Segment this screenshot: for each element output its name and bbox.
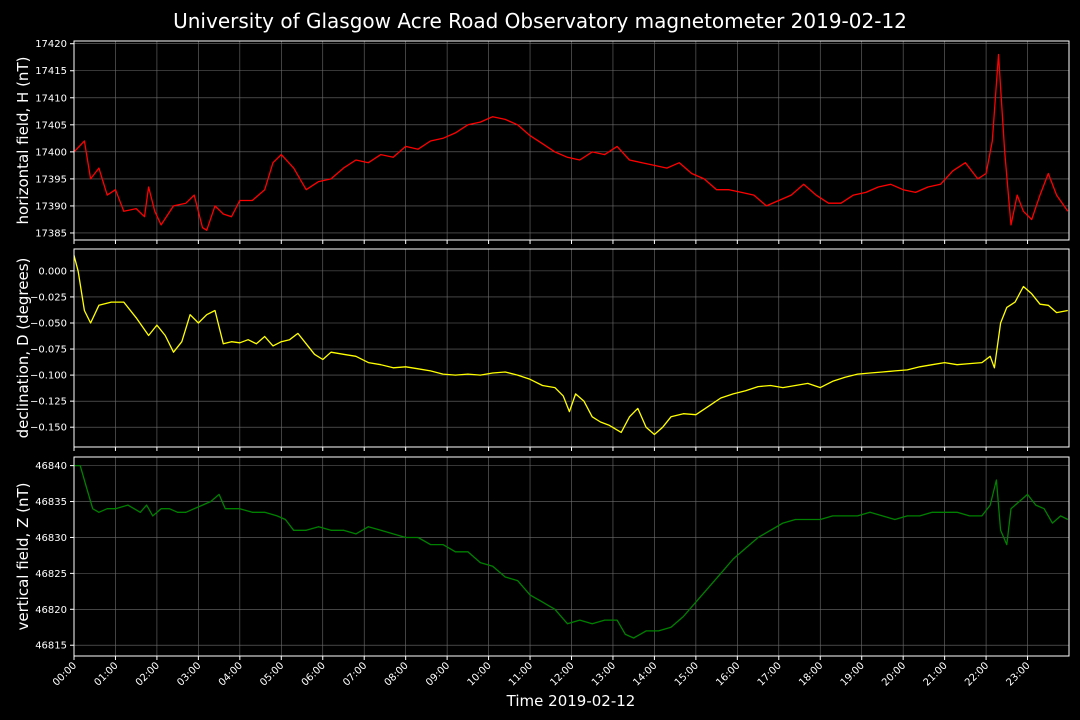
y-tick-label: 17405 bbox=[35, 120, 67, 131]
y-tick-label: 17410 bbox=[35, 93, 67, 104]
series-line bbox=[73, 53, 1069, 231]
series-line bbox=[74, 464, 1069, 639]
y-tick-label: 46815 bbox=[35, 641, 67, 652]
y-tick-label: 17415 bbox=[35, 66, 67, 77]
y-tick-label: 46825 bbox=[35, 569, 67, 580]
y-axis-label: horizontal field, H (nT) bbox=[14, 57, 32, 225]
y-tick-label: −0.050 bbox=[30, 318, 67, 329]
y-tick-label: −0.075 bbox=[30, 345, 67, 356]
y-tick-label: 17420 bbox=[35, 39, 67, 50]
y-tick-label: 46840 bbox=[35, 461, 67, 472]
y-tick-label: −0.025 bbox=[30, 292, 67, 303]
y-tick-label: −0.125 bbox=[30, 397, 67, 408]
x-axis-label: Time 2019-02-12 bbox=[506, 692, 636, 710]
y-tick-label: −0.150 bbox=[30, 423, 67, 434]
series-line bbox=[73, 255, 1068, 436]
y-tick-label: 0.000 bbox=[38, 266, 67, 277]
y-tick-label: 17390 bbox=[35, 201, 67, 212]
panel-2: −0.150 −0.125 −0.100 −0.075 −0.050 −0.025 0.00… bbox=[14, 248, 1070, 451]
y-axis-label: vertical field, Z (nT) bbox=[14, 482, 32, 630]
y-tick-label: 17395 bbox=[35, 174, 67, 185]
y-tick-label: 46835 bbox=[35, 497, 67, 508]
y-axis-label: declination, D (degrees) bbox=[14, 258, 32, 439]
figure-title: University of Glasgow Acre Road Observat… bbox=[173, 9, 907, 33]
y-tick-label: 17385 bbox=[35, 228, 67, 239]
y-tick-label: 46830 bbox=[35, 533, 67, 544]
y-tick-label: −0.100 bbox=[30, 371, 67, 382]
chart-panels: 17385 17390 17395 17400 17405 17410 17415 17420… bbox=[14, 39, 1070, 660]
y-tick-label: 17400 bbox=[35, 147, 67, 158]
y-tick-label: 46820 bbox=[35, 605, 67, 616]
panel-1: 17385 17390 17395 17400 17405 17410 17415 17420… bbox=[14, 39, 1070, 244]
